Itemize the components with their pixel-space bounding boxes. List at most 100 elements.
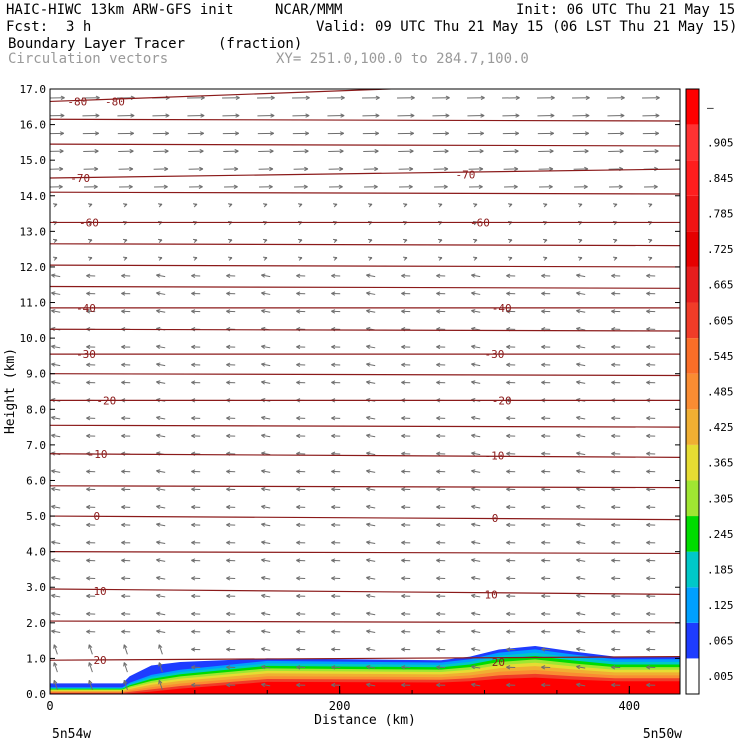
vector-arrowhead — [53, 662, 58, 666]
vector-arrow — [156, 381, 166, 384]
vector-arrowhead — [121, 469, 126, 472]
vector-arrowhead — [226, 611, 231, 615]
vector-arrowhead — [226, 487, 231, 490]
vector-arrowhead — [366, 522, 371, 525]
vector-arrowhead — [436, 346, 441, 350]
vector-arrowhead — [506, 504, 511, 508]
vector-arrowhead — [121, 522, 126, 526]
vector-arrowhead — [620, 113, 625, 116]
vector-arrowhead — [192, 203, 198, 205]
vector-arrowhead — [611, 542, 616, 545]
vector-arrowhead — [646, 648, 651, 652]
vector-arrowhead — [261, 362, 266, 365]
vector-arrowhead — [514, 131, 519, 134]
vector-arrowhead — [471, 666, 475, 670]
vector-arrowhead — [506, 470, 511, 474]
vector-arrowhead — [86, 613, 91, 617]
vector-arrowhead — [156, 470, 160, 474]
vector-arrowhead — [331, 611, 336, 615]
vector-arrowhead — [226, 522, 231, 526]
vector-arrowhead — [53, 239, 58, 243]
vector-arrowhead — [478, 186, 483, 189]
vector-arrowhead — [436, 291, 441, 294]
vector-arrowhead — [366, 664, 371, 667]
vector-arrowhead — [191, 682, 196, 686]
vector-arrowhead — [261, 274, 265, 278]
vector-arrow — [366, 630, 376, 634]
vector-arrowhead — [192, 238, 198, 241]
vector-arrow — [366, 541, 376, 545]
vector-arrowhead — [471, 522, 476, 525]
vector-arrowhead — [401, 684, 406, 688]
vector-arrowhead — [191, 346, 196, 350]
vector-arrow — [471, 683, 481, 687]
vector-arrowhead — [584, 131, 589, 134]
vector-arrowhead — [541, 417, 546, 421]
vector-arrow — [51, 594, 61, 598]
vector-arrowhead — [576, 504, 581, 507]
vector-arrowhead — [471, 470, 475, 474]
vector-arrowhead — [304, 149, 309, 152]
colorbar-swatch — [686, 266, 699, 303]
vector-arrowhead — [506, 310, 511, 314]
vector-arrowhead — [436, 380, 441, 383]
vector-arrowhead — [471, 523, 475, 527]
vector-arrowhead — [401, 666, 406, 670]
vector-arrowhead — [86, 364, 91, 367]
vector-arrowhead — [53, 644, 58, 648]
vector-arrowhead — [479, 150, 484, 154]
vector-arrowhead — [296, 362, 301, 366]
vector-arrowhead — [88, 203, 93, 208]
vector-arrowhead — [611, 310, 616, 314]
vector-arrowhead — [471, 434, 475, 438]
vector-arrow — [576, 292, 586, 295]
vector-arrowhead — [156, 363, 160, 367]
vector-arrowhead — [121, 559, 126, 563]
vector-arrowhead — [653, 186, 658, 189]
vector-arrowhead — [158, 644, 160, 649]
vector-arrowhead — [611, 291, 616, 294]
vector-arrow — [471, 577, 481, 580]
vector-arrowhead — [471, 559, 475, 563]
colorbar-swatch — [686, 89, 699, 125]
contour-label: -70 — [456, 168, 476, 181]
vector-arrowhead — [366, 381, 370, 385]
vector-arrowhead — [654, 166, 659, 170]
vector-arrowhead — [541, 576, 546, 579]
vector-arrowhead — [332, 256, 338, 259]
vector-arrowhead — [646, 613, 651, 617]
vector-arrowhead — [123, 257, 128, 261]
vector-arrowhead — [86, 611, 91, 615]
vector-arrowhead — [472, 203, 478, 205]
vector-arrowhead — [471, 292, 475, 296]
vector-arrowhead — [401, 577, 406, 581]
vector-arrowhead — [88, 680, 90, 685]
vector-arrowhead — [340, 95, 345, 99]
vector-arrowhead — [333, 257, 338, 261]
vector-arrowhead — [164, 150, 169, 154]
vector-arrowhead — [436, 577, 441, 581]
vector-arrowhead — [436, 451, 441, 455]
vector-arrow — [261, 488, 271, 491]
vector-arrowhead — [95, 95, 100, 99]
vector-arrowhead — [366, 380, 371, 383]
vector-arrowhead — [541, 524, 546, 528]
colorbar-swatch — [686, 480, 699, 517]
vector-arrowhead — [409, 150, 414, 154]
vector-arrowhead — [550, 95, 555, 99]
vector-arrowhead — [191, 309, 196, 312]
vector-arrowhead — [506, 595, 511, 599]
vector-arrowhead — [445, 95, 450, 99]
vector-arrowhead — [576, 344, 581, 347]
vector-arrowhead — [541, 648, 546, 652]
vector-arrowhead — [226, 524, 231, 528]
vector-arrowhead — [549, 166, 554, 170]
vector-arrowhead — [234, 166, 239, 170]
vector-arrowhead — [156, 291, 161, 294]
vector-arrowhead — [226, 542, 231, 545]
vector-arrowhead — [121, 506, 126, 510]
vector-arrowhead — [331, 506, 336, 510]
vector-arrowhead — [550, 97, 555, 100]
vector-arrow — [51, 310, 61, 313]
vector-arrowhead — [191, 415, 196, 419]
